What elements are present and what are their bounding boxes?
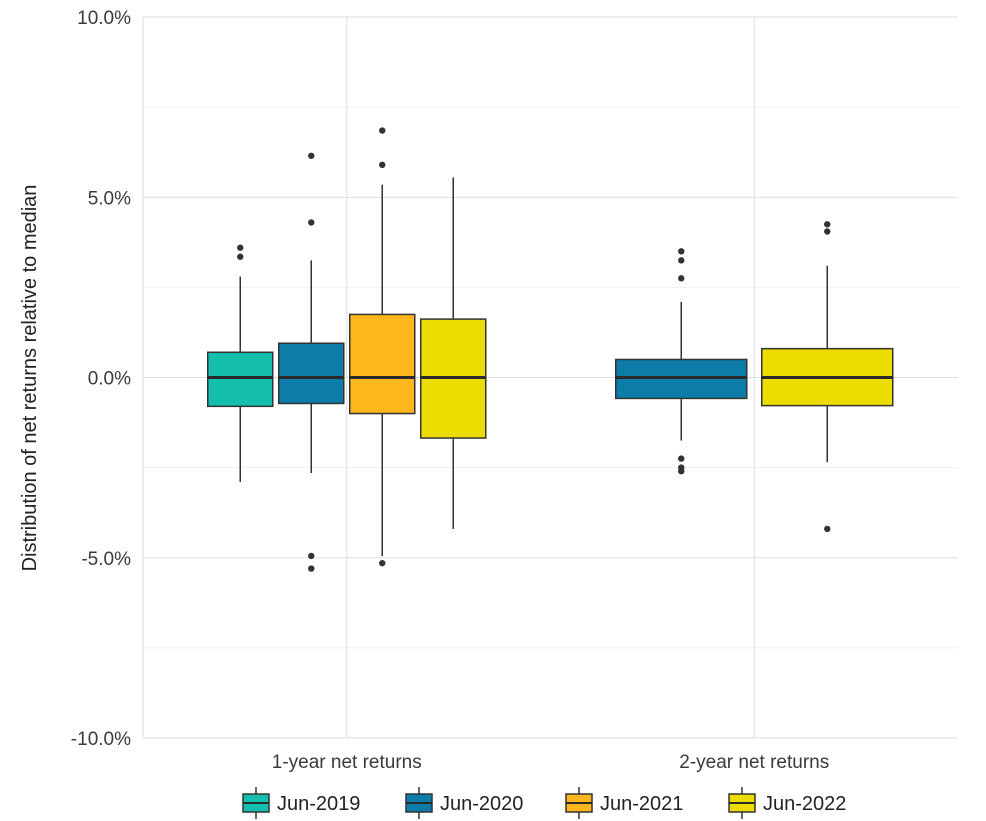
iqr-box [207,351,274,408]
x-axis-category-labels: 1-year net returns 2-year net returns [272,752,829,773]
x-category-label: 1-year net returns [272,752,422,773]
legend-label: Jun-2022 [763,793,846,815]
outlier-point [678,257,685,264]
box-jun-2020 [278,152,345,572]
outlier-point [824,221,831,228]
outlier-point [308,152,315,159]
y-tick-label: 0.0% [88,369,131,390]
box-jun-2021 [349,127,416,567]
outlier-point [678,248,685,255]
legend: Jun-2019 Jun-2020 Jun-2021 Jun-2022 [242,787,846,819]
outlier-point [678,275,685,282]
y-tick-label: -5.0% [81,549,131,570]
legend-item-jun-2021: Jun-2021 [565,787,683,819]
box-jun-2022 [761,221,894,533]
y-tick-label: 5.0% [88,188,131,209]
outlier-point [308,219,315,226]
minor-gridlines [143,106,958,649]
box-series [207,127,894,572]
vertical-gridlines [142,17,755,738]
y-tick-label: 10.0% [77,8,131,29]
y-axis-title: Distribution of net returns relative to … [19,185,41,572]
outlier-point [379,161,386,169]
y-tick-label: -10.0% [71,729,131,750]
outlier-point [237,253,244,260]
legend-label: Jun-2021 [600,793,683,815]
y-axis-tick-labels: 10.0% 5.0% 0.0% -5.0% -10.0% [71,8,131,750]
box-jun-2020 [615,248,748,475]
outlier-point [678,468,685,475]
x-category-label: 2-year net returns [679,752,829,773]
legend-item-jun-2020: Jun-2020 [405,787,523,819]
legend-label: Jun-2020 [440,793,523,815]
outlier-point [379,559,386,567]
iqr-box [349,313,416,415]
box-jun-2022 [420,177,487,529]
outlier-point [379,127,386,134]
iqr-box [278,342,345,405]
outlier-point [308,565,315,572]
outlier-point [237,244,244,251]
outlier-point [308,552,315,560]
outlier-point [824,228,831,235]
legend-label: Jun-2019 [277,793,360,815]
legend-item-jun-2019: Jun-2019 [242,787,360,819]
box-jun-2019 [207,244,274,483]
outlier-point [824,525,831,533]
legend-item-jun-2022: Jun-2022 [728,787,846,819]
outlier-point [678,455,685,462]
